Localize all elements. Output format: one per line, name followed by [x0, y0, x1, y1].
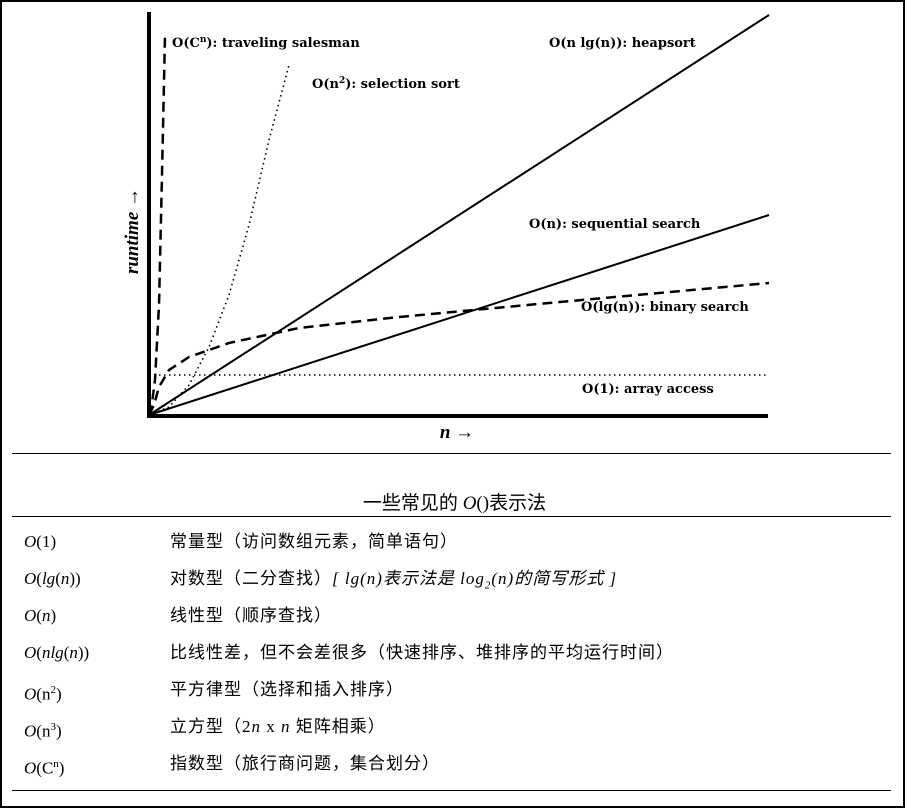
- table-row: O(n) 线性型（顺序查找）: [24, 604, 884, 641]
- table-row: O(n3) 立方型（2n x n 矩阵相乘）: [24, 715, 884, 752]
- table-row: O(nlg(n)) 比线性差，但不会差很多（快速排序、堆排序的平均运行时间）: [24, 641, 884, 678]
- series-line-logarithmic: [147, 281, 770, 416]
- description-cell: 对数型（二分查找）[ lg(n)表示法是 log2(n)的简写形式 ]: [170, 569, 618, 592]
- notation-cell: O(n): [24, 606, 57, 625]
- table-row: O(lg(n)) 对数型（二分查找）[ lg(n)表示法是 log2(n)的简写…: [24, 567, 884, 604]
- notation-cell: O(lg(n)): [24, 569, 81, 588]
- label-exponential: O(Cn): traveling salesman: [172, 35, 360, 51]
- notation-cell: O(n3): [24, 721, 62, 741]
- description-cell: 常量型（访问数组元素，简单语句）: [170, 532, 458, 551]
- series-line-nlogn: [148, 14, 770, 416]
- table-row: O(Cn) 指数型（旅行商问题，集合划分）: [24, 752, 884, 789]
- label-quadratic: O(n2): selection sort: [312, 76, 460, 92]
- table-row: O(n2) 平方律型（选择和插入排序）: [24, 678, 884, 715]
- description-cell: 立方型（2n x n 矩阵相乘）: [170, 717, 386, 736]
- description-cell: 比线性差，但不会差很多（快速排序、堆排序的平均运行时间）: [170, 643, 674, 662]
- x-axis-title: n →: [440, 422, 474, 443]
- description-cell: 指数型（旅行商问题，集合划分）: [170, 754, 440, 773]
- label-nlogn: O(n lg(n)): heapsort: [549, 36, 696, 51]
- divider-top: [12, 453, 891, 454]
- divider-bottom: [12, 790, 891, 791]
- complexity-chart: runtime → n → O(Cn): traveling salesman …: [122, 12, 770, 443]
- table-caption: 一些常见的 O()表示法: [362, 493, 547, 514]
- series-line-linear: [148, 214, 770, 416]
- label-logarithmic: O(lg(n)): binary search: [581, 300, 749, 315]
- series-line-quadratic: [148, 64, 290, 416]
- divider-header: [12, 516, 891, 517]
- notation-cell: O(Cn): [24, 758, 65, 778]
- notation-cell: O(1): [24, 532, 57, 551]
- y-axis-title: runtime →: [122, 188, 143, 274]
- series-line-exponential: [147, 34, 167, 416]
- description-cell: 线性型（顺序查找）: [170, 606, 332, 625]
- complexity-table: O(1) 常量型（访问数组元素，简单语句） O(lg(n)) 对数型（二分查找）…: [24, 530, 884, 789]
- notation-cell: O(nlg(n)): [24, 643, 90, 662]
- notation-cell: O(n2): [24, 684, 62, 704]
- table-row: O(1) 常量型（访问数组元素，简单语句）: [24, 530, 884, 567]
- label-constant: O(1): array access: [582, 382, 714, 397]
- label-linear: O(n): sequential search: [529, 217, 701, 232]
- description-cell: 平方律型（选择和插入排序）: [170, 680, 404, 699]
